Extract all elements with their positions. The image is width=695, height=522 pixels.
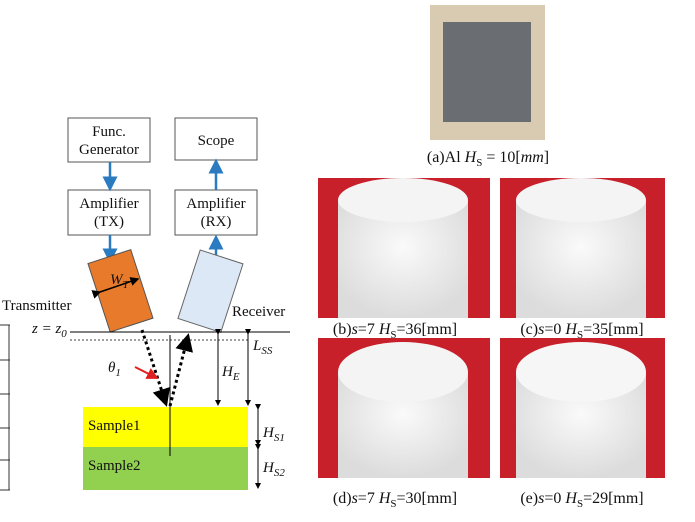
caption-part: =36[mm] xyxy=(397,321,458,338)
caption-part: =0 xyxy=(544,490,565,507)
photo-caption: (e)s=0 HS=29[mm] xyxy=(520,490,643,510)
caption-part: mm xyxy=(521,149,544,166)
box-label: Func. xyxy=(92,124,126,140)
angle-label: θ1 xyxy=(108,360,121,379)
caption-part: =35[mm] xyxy=(583,321,644,338)
caption-part: =7 xyxy=(358,321,379,338)
transmitter-label: Transmitter xyxy=(2,298,71,314)
photo-caption: (a)Al HS = 10[mm] xyxy=(427,149,549,169)
table-fragment xyxy=(0,325,10,490)
angle-arrow xyxy=(135,367,157,378)
box-label: Generator xyxy=(79,142,139,158)
caption-part: (c) xyxy=(520,321,538,338)
aluminum-plate xyxy=(443,22,531,122)
caption-part: =30[mm] xyxy=(397,490,458,507)
caption-part: (a)Al xyxy=(427,149,465,166)
plane-label: z = z0 xyxy=(31,321,67,340)
transmitter xyxy=(88,250,153,332)
sample-height-label: HS1 xyxy=(262,425,285,444)
box-label: Amplifier xyxy=(186,196,245,212)
caption-part: = 10[ xyxy=(482,149,520,166)
caption-part: (b) xyxy=(333,321,352,338)
box-label: Scope xyxy=(198,133,235,149)
figure: WT Transmitter Receiver z = z0 θ1 Sample… xyxy=(0,0,695,522)
beam xyxy=(142,330,166,404)
echo-height-label: HE xyxy=(221,364,240,383)
box-label: Amplifier xyxy=(79,196,138,212)
caption-part: =0 xyxy=(544,321,565,338)
photo-caption: (d)s=7 HS=30[mm] xyxy=(333,490,457,510)
receiver-label: Receiver xyxy=(232,304,285,320)
caption-part: (e) xyxy=(520,490,538,507)
caption-part: =29[mm] xyxy=(583,490,644,507)
box-label: (RX) xyxy=(201,214,232,230)
caption-part: =7 xyxy=(358,490,379,507)
sample-label: Sample1 xyxy=(88,418,141,434)
caption-part: (d) xyxy=(333,490,352,507)
sample-height-label: HS2 xyxy=(262,460,285,479)
standoff-label: LSS xyxy=(252,338,273,357)
caption-part: ] xyxy=(544,149,549,166)
box-label: (TX) xyxy=(94,214,124,230)
sample-label: Sample2 xyxy=(88,458,141,474)
beam xyxy=(170,336,188,406)
